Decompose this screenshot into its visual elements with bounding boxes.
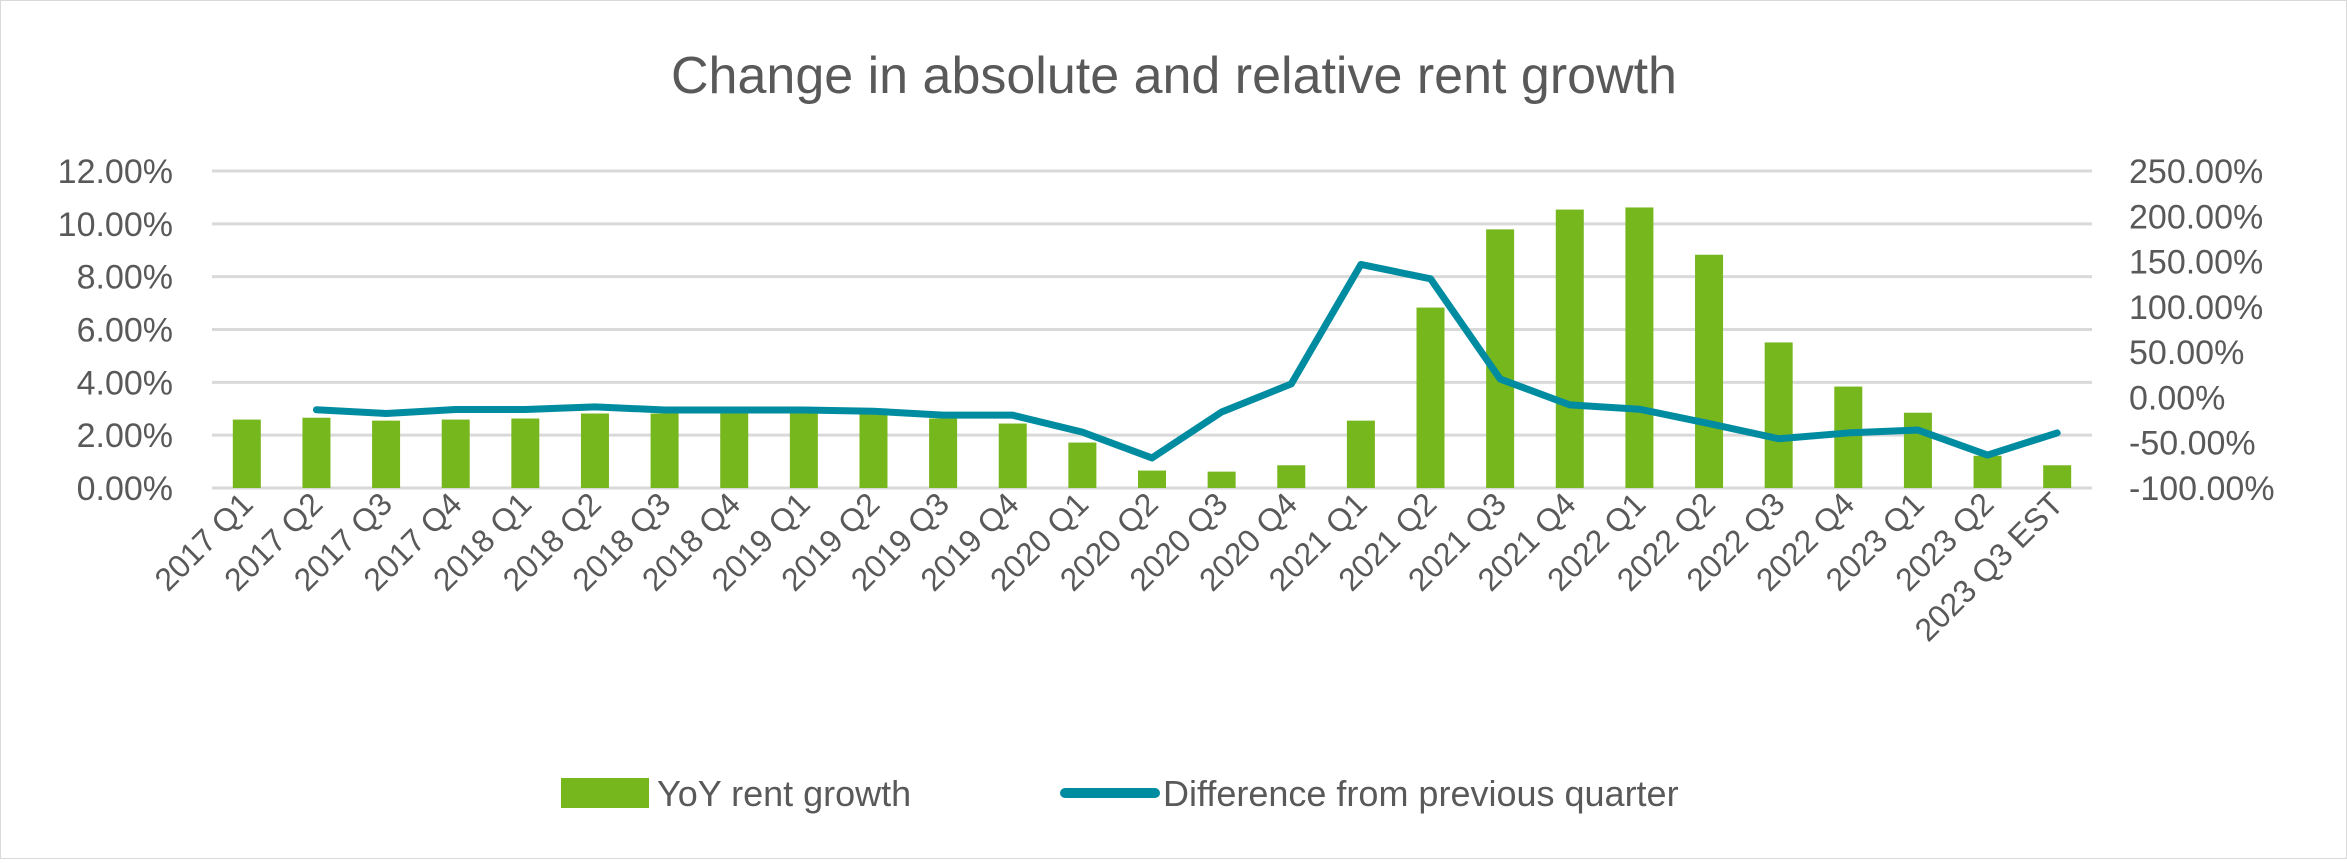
bar bbox=[1417, 308, 1445, 488]
legend-label-bar: YoY rent growth bbox=[657, 773, 911, 814]
bar bbox=[442, 420, 470, 488]
bar bbox=[859, 414, 887, 488]
y-right-tick-label: 200.00% bbox=[2129, 198, 2263, 236]
bar bbox=[999, 424, 1027, 488]
y-right-tick-label: 150.00% bbox=[2129, 244, 2263, 282]
bar bbox=[1486, 229, 1514, 488]
bar bbox=[1904, 413, 1932, 488]
legend: YoY rent growth Difference from previous… bbox=[561, 773, 1679, 814]
bar bbox=[1834, 387, 1862, 488]
bar bbox=[929, 419, 957, 488]
legend-label-line: Difference from previous quarter bbox=[1163, 773, 1679, 814]
y-left-tick-label: 8.00% bbox=[77, 259, 173, 297]
bar bbox=[302, 418, 330, 488]
bar bbox=[1625, 207, 1653, 488]
bar bbox=[651, 414, 679, 488]
y-right-tick-label: 50.00% bbox=[2129, 334, 2244, 372]
bar bbox=[2043, 465, 2071, 488]
chart-title: Change in absolute and relative rent gro… bbox=[671, 47, 1677, 105]
bar bbox=[790, 413, 818, 488]
bar bbox=[1556, 210, 1584, 488]
y-left-tick-label: 6.00% bbox=[77, 312, 173, 350]
bar bbox=[720, 414, 748, 488]
y-right-tick-label: 100.00% bbox=[2129, 289, 2263, 327]
y-right-tick-label: 0.00% bbox=[2129, 379, 2225, 417]
y-right-tick-label: -100.00% bbox=[2129, 470, 2275, 508]
bar bbox=[1138, 471, 1166, 488]
bar bbox=[1765, 342, 1793, 488]
y-left-tick-label: 4.00% bbox=[77, 364, 173, 402]
y-left-tick-label: 0.00% bbox=[77, 470, 173, 508]
bar bbox=[581, 414, 609, 488]
bar bbox=[1347, 421, 1375, 488]
bar bbox=[1277, 465, 1305, 488]
y-left-tick-label: 10.00% bbox=[58, 206, 173, 244]
y-left-tick-label: 2.00% bbox=[77, 417, 173, 455]
bar bbox=[511, 419, 539, 488]
bar bbox=[233, 420, 261, 488]
y-right-tick-label: 250.00% bbox=[2129, 153, 2263, 191]
bar bbox=[1974, 456, 2002, 488]
legend-swatch-bar bbox=[561, 778, 649, 808]
line-series bbox=[316, 264, 2057, 457]
bar bbox=[372, 421, 400, 488]
bar bbox=[1695, 255, 1723, 488]
y-left-tick-label: 12.00% bbox=[58, 153, 173, 191]
bar bbox=[1208, 472, 1236, 488]
y-right-tick-label: -50.00% bbox=[2129, 425, 2256, 463]
bar bbox=[1068, 443, 1096, 488]
